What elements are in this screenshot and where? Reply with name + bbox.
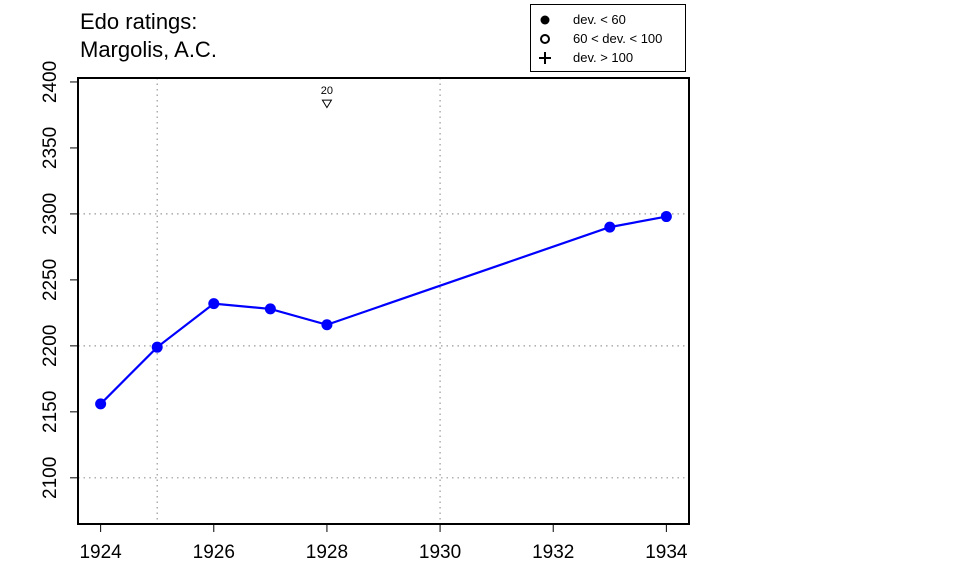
down-triangle-icon bbox=[321, 99, 333, 109]
x-tick-label: 1928 bbox=[306, 542, 348, 563]
grid-layer bbox=[78, 78, 689, 524]
annotation-layer: 20 bbox=[321, 85, 333, 109]
chart-title: Edo ratings: Margolis, A.C. bbox=[80, 8, 217, 64]
x-tick-label: 1926 bbox=[193, 542, 235, 563]
y-tick-label: 2350 bbox=[40, 127, 61, 169]
legend-entry-high-dev: dev. > 100 bbox=[531, 49, 685, 67]
plot-frame bbox=[77, 77, 690, 525]
rating-point bbox=[95, 398, 107, 410]
rating-point bbox=[151, 341, 163, 353]
y-tick-label: 2250 bbox=[40, 259, 61, 301]
legend-entry-low-dev: dev. < 60 bbox=[531, 11, 685, 29]
y-tick-label: 2200 bbox=[40, 325, 61, 367]
series-layer bbox=[95, 211, 672, 410]
rating-point bbox=[264, 303, 276, 315]
filled-circle-icon bbox=[537, 11, 553, 29]
x-tick-label: 1932 bbox=[532, 542, 574, 563]
title-line-2: Margolis, A.C. bbox=[80, 37, 217, 62]
rating-point bbox=[604, 221, 616, 233]
open-circle-icon bbox=[537, 30, 553, 48]
y-tick-label: 2400 bbox=[40, 61, 61, 103]
y-tick-label: 2150 bbox=[40, 391, 61, 433]
legend-label: 60 < dev. < 100 bbox=[573, 31, 663, 46]
legend-entry-mid-dev: 60 < dev. < 100 bbox=[531, 30, 685, 48]
rating-point bbox=[321, 319, 333, 331]
axis-layer: 1924 1926 1928 1930 1932 1934 2100 2150 2200 2250… bbox=[40, 61, 690, 563]
title-line-1: Edo ratings: bbox=[80, 9, 198, 34]
legend-label: dev. < 60 bbox=[573, 12, 626, 27]
rating-line bbox=[99, 215, 667, 405]
annotation-label: 20 bbox=[321, 85, 333, 97]
rating-point bbox=[208, 298, 220, 310]
legend: dev. < 60 60 < dev. < 100 dev. > 100 bbox=[530, 4, 686, 72]
x-tick-label: 1924 bbox=[79, 542, 122, 563]
y-tick-label: 2300 bbox=[40, 193, 61, 235]
rating-point bbox=[660, 211, 672, 223]
legend-label: dev. > 100 bbox=[573, 50, 634, 65]
x-tick-label: 1930 bbox=[419, 542, 461, 563]
y-tick-label: 2100 bbox=[40, 457, 61, 499]
plus-icon bbox=[537, 49, 553, 67]
x-tick-label: 1934 bbox=[645, 542, 688, 563]
